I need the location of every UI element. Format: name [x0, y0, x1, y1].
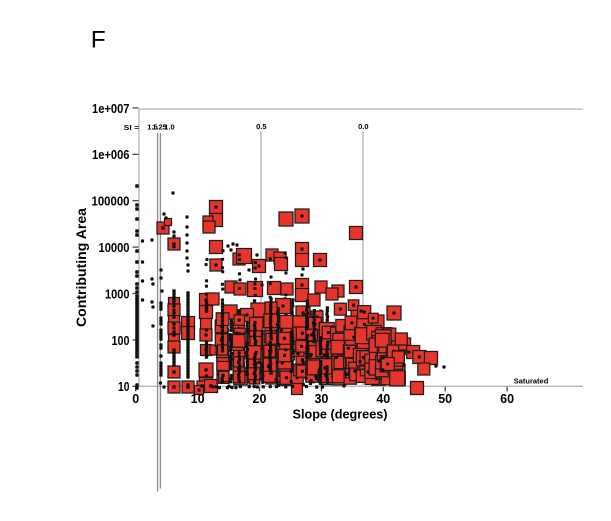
svg-text:50: 50: [438, 392, 452, 406]
svg-text:100: 100: [112, 334, 130, 348]
svg-text:F: F: [91, 27, 106, 54]
svg-text:10: 10: [118, 380, 130, 394]
svg-text:20: 20: [253, 392, 267, 406]
svg-text:60: 60: [500, 392, 514, 406]
svg-text:Contributing Area: Contributing Area: [74, 207, 89, 327]
svg-text:1.25: 1.25: [152, 122, 167, 131]
svg-text:0: 0: [132, 392, 139, 406]
svg-text:40: 40: [376, 392, 390, 406]
svg-text:1.0: 1.0: [164, 122, 174, 131]
svg-text:10: 10: [191, 392, 205, 406]
svg-text:1e+007: 1e+007: [92, 102, 130, 116]
svg-text:10000: 10000: [99, 241, 130, 255]
svg-text:1e+006: 1e+006: [92, 148, 130, 162]
svg-text:1.5: 1.5: [147, 122, 157, 131]
svg-text:30: 30: [314, 392, 328, 406]
svg-text:0.0: 0.0: [358, 122, 368, 131]
svg-text:SI =: SI =: [124, 123, 140, 132]
svg-text:100000: 100000: [92, 195, 130, 209]
svg-text:Saturated: Saturated: [514, 376, 549, 385]
svg-text:1000: 1000: [105, 287, 130, 301]
svg-text:Slope (degrees): Slope (degrees): [293, 407, 388, 422]
svg-text:0.5: 0.5: [256, 122, 266, 131]
